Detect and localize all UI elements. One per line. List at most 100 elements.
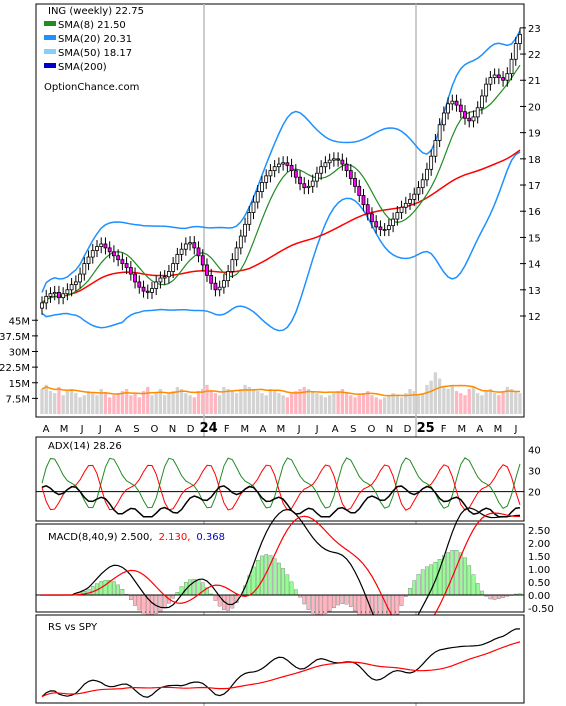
x-axis-label: D [404,424,412,435]
x-axis-label: F [224,424,230,435]
price-tick-label: 23 [528,24,541,35]
candle-body [61,293,66,299]
volume-bar [141,391,146,414]
adx-label: ADX(14) 28.26 [48,441,122,452]
x-axis-label: A [43,424,50,435]
macd-histogram-bar [310,594,315,614]
volume-bar [421,393,425,414]
volume-bar [61,395,65,414]
volume-bar [196,391,201,414]
volume-bar [412,391,416,414]
rs-label: RS vs SPY [48,622,98,633]
candle-body [378,226,383,230]
candle-body [145,290,150,293]
candle-body [150,288,154,293]
macd-histogram-bar [399,594,404,606]
macd-histogram-bar [475,583,480,596]
candle-body [116,255,121,261]
volume-bar [116,393,120,414]
macd-histogram-bar [336,594,340,606]
candle-body [238,235,243,249]
volume-bar [243,384,247,414]
candle-body [264,175,269,183]
bollinger-lower [41,151,521,332]
candle-body [95,246,99,251]
volume-bar [497,395,501,414]
volume-bar [53,393,57,414]
x-axis-label: S [133,424,139,435]
macd-histogram-bar [463,557,467,596]
rs-panel [35,614,525,704]
volume-bar [175,386,180,414]
volume-bar [446,389,450,414]
candle-body [200,255,205,266]
adx-line [41,485,521,518]
volume-bar [188,395,192,414]
candle-body [103,243,108,249]
volume-bar [133,393,137,414]
volume-bar [459,393,463,414]
x-axis-label: A [115,424,122,435]
volume-bar [429,380,433,414]
x-axis: A M J J A S O N D 24 F M A M J J A S O N D 25 F M A M J [43,421,518,436]
legend: ING (weekly) 22.75 SMA(8) 21.50 SMA(20) 20… [44,6,144,73]
candle-body [331,158,336,161]
macd-histogram-bar [226,594,230,611]
macd-histogram-bar [454,550,459,596]
candle-body [205,264,209,276]
plus-di-line [41,457,521,510]
volume-bar [137,397,141,414]
volume-bar [361,393,366,414]
sma-8-line [41,64,521,304]
adx-axis: 40 30 20 [528,446,541,499]
candle-body [450,100,455,105]
macd-histogram-bar [213,594,218,601]
candle-body [463,111,467,119]
candle-body [336,158,341,161]
x-axis-label: A [260,424,267,435]
volume-bar [44,384,48,414]
candle-body [480,95,484,109]
price-tick-label: 13 [528,286,541,297]
macd-histogram-bar [467,565,472,596]
volume-bar [251,389,256,414]
candle-body [107,247,112,253]
candle-body [412,193,417,200]
x-axis-label: M [494,424,503,435]
macd-histogram-bar [158,594,163,612]
rs-line [41,628,521,698]
candle-body [509,58,514,75]
candle-body [348,170,353,179]
volume-bar [387,395,391,414]
macd-histogram-bar [281,568,285,596]
candle-body [306,185,311,189]
macd-histogram-bar [357,594,362,616]
candle-body [344,163,349,172]
x-axis-label: J [297,424,301,435]
price-tick-label: 18 [528,155,541,166]
volume-bar [353,397,357,414]
macd-histogram-bar [344,594,349,605]
x-axis-label: M [457,424,466,435]
volume-bar [95,395,99,414]
price-axis: 23 22 21 20 19 18 17 16 15 14 13 12 [520,24,541,323]
macd-histogram-bar [425,566,429,596]
volume-bar [408,389,412,414]
macd-histogram-bar [103,580,108,596]
volume-bar [234,393,239,414]
candle-body [365,204,370,215]
volume-bar [336,391,340,414]
macd-histogram-bar [306,594,311,610]
x-axis-label: M [60,424,69,435]
candle-body [298,176,302,185]
price-tick-label: 20 [528,102,541,113]
volume-bar [217,395,222,414]
macd-tick-label: 1.00 [528,565,550,576]
volume-tick-label: 15M [9,379,30,390]
legend-entry: SMA(8) 21.50 [58,20,126,31]
candle-body [192,242,197,249]
volume-bar [395,395,400,414]
volume-bar [272,391,277,414]
volume-bar [357,395,361,414]
